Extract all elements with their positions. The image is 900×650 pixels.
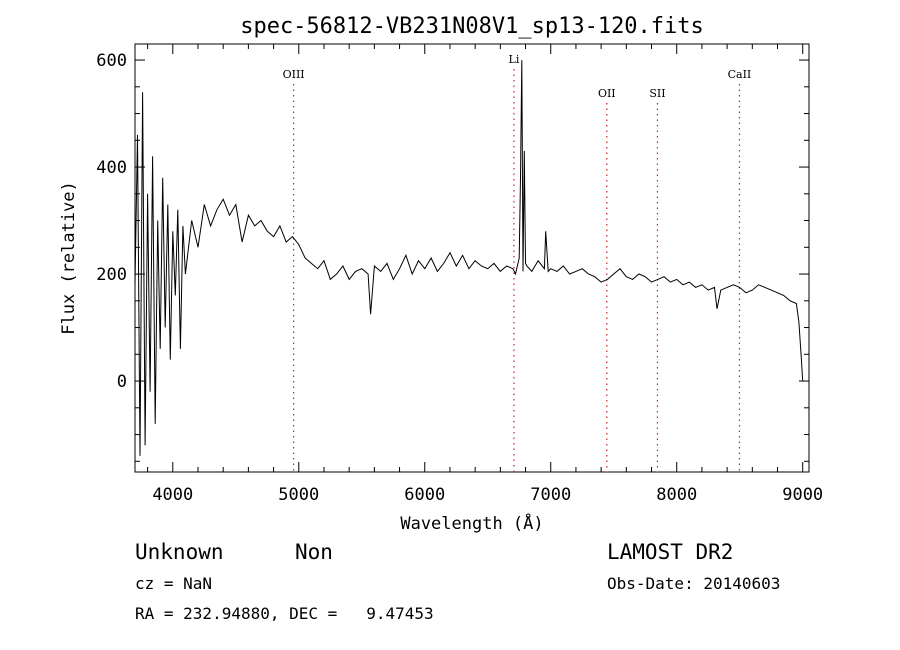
x-tick-label: 4000 <box>152 485 193 505</box>
x-tick-label: 6000 <box>404 485 445 505</box>
observation-date: Obs-Date: 20140603 <box>607 574 781 593</box>
y-axis-label: Flux (relative) <box>59 181 79 335</box>
x-tick-label: 9000 <box>782 485 823 505</box>
x-axis-label: Wavelength (Å) <box>400 512 543 534</box>
redshift-cz: cz = NaN <box>135 574 213 593</box>
annotation-label-li: Li <box>509 53 520 66</box>
chart-title: spec-56812-VB231N08V1_sp13-120.fits <box>240 14 704 39</box>
plot-frame <box>134 43 810 473</box>
survey-name: LAMOST DR2 <box>607 540 734 564</box>
emission-line-markers: OIII Li OII SII CaII <box>283 53 752 472</box>
annotation-label-sii: SII <box>649 87 665 100</box>
y-tick-label: 200 <box>96 265 127 285</box>
y-tick-label: 600 <box>96 51 127 71</box>
series-line <box>134 60 804 456</box>
annotation-label-oii: OII <box>598 87 616 100</box>
x-tick-label: 5000 <box>278 485 319 505</box>
object-subclass: Non <box>295 540 333 564</box>
spectrum-series <box>134 60 804 456</box>
axis-tick-labels: 4000 5000 6000 7000 8000 9000 0 200 400 600 <box>96 51 823 505</box>
annotation-label-oiii: OIII <box>283 68 305 81</box>
ra-dec-coordinates: RA = 232.94880, DEC = 9.47453 <box>135 604 434 623</box>
object-class: Unknown <box>135 540 224 564</box>
axis-ticks <box>135 44 809 472</box>
annotation-label-caii: CaII <box>728 68 752 81</box>
y-tick-label: 0 <box>117 372 127 392</box>
y-tick-label: 400 <box>96 158 127 178</box>
x-tick-label: 8000 <box>656 485 697 505</box>
x-tick-label: 7000 <box>530 485 571 505</box>
